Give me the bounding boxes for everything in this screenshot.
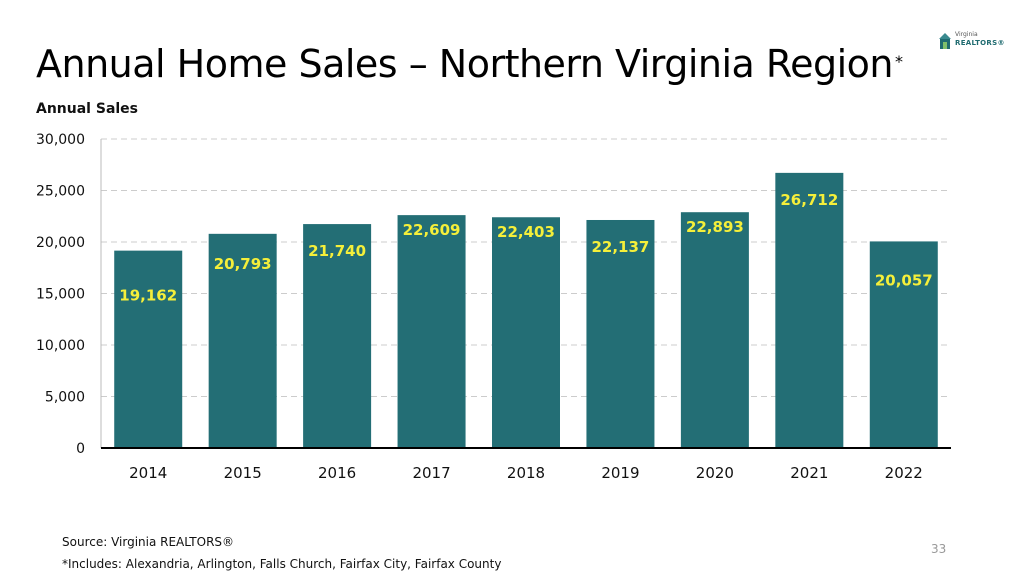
data-label: 19,162 — [119, 287, 177, 305]
page-number: 33 — [931, 542, 947, 556]
bar — [586, 219, 655, 448]
x-tick-label: 2019 — [601, 464, 639, 482]
y-tick-label: 20,000 — [36, 235, 85, 251]
x-tick-label: 2015 — [224, 464, 262, 482]
x-tick-label: 2018 — [507, 464, 545, 482]
bar — [775, 172, 844, 448]
bar — [208, 233, 277, 448]
y-tick-label: 10,000 — [36, 338, 85, 354]
data-label: 22,893 — [686, 218, 744, 236]
data-label: 20,793 — [214, 255, 272, 273]
bar — [303, 224, 372, 448]
x-tick-label: 2016 — [318, 464, 356, 482]
x-tick-label: 2017 — [412, 464, 450, 482]
bar — [397, 215, 466, 448]
y-tick-label: 15,000 — [36, 287, 85, 303]
logo-line1: Virginia — [955, 31, 978, 38]
x-tick-label: 2014 — [129, 464, 167, 482]
y-axis-label: Annual Sales — [36, 101, 139, 117]
footnote: *Includes: Alexandria, Arlington, Falls … — [62, 557, 502, 571]
virginia-realtors-logo: Virginia REALTORS® — [938, 30, 1008, 52]
bar — [114, 250, 183, 448]
x-tick-label: 2020 — [696, 464, 734, 482]
slide-title-text: Annual Home Sales – Northern Virginia Re… — [36, 42, 894, 86]
y-tick-label: 5,000 — [45, 390, 85, 406]
data-label: 20,057 — [875, 271, 933, 289]
y-tick-label: 30,000 — [36, 132, 85, 148]
y-tick-label: 0 — [76, 441, 85, 457]
x-tick-label: 2022 — [885, 464, 923, 482]
slide-title: Annual Home Sales – Northern Virginia Re… — [36, 42, 903, 86]
house-logo-icon — [939, 33, 951, 49]
data-label: 22,609 — [403, 221, 461, 239]
data-label: 21,740 — [308, 242, 366, 260]
bar — [869, 241, 938, 448]
data-label: 26,712 — [780, 191, 838, 209]
logo-line2: REALTORS® — [955, 39, 1005, 47]
x-tick-label: 2021 — [790, 464, 828, 482]
data-label: 22,137 — [591, 238, 649, 256]
title-footnote-mark: * — [895, 52, 903, 71]
y-tick-label: 25,000 — [36, 184, 85, 200]
source-note: Source: Virginia REALTORS® — [62, 535, 235, 549]
data-label: 22,403 — [497, 223, 555, 241]
bar — [492, 217, 560, 448]
bar — [680, 212, 749, 448]
